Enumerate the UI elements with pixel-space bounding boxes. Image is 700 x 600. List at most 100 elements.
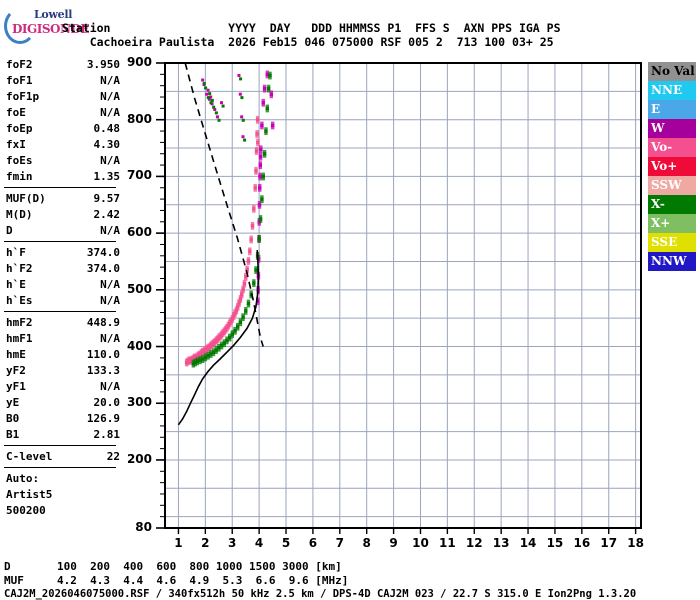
data-point	[258, 215, 263, 219]
data-point	[269, 94, 274, 99]
data-point	[265, 72, 269, 77]
data-point	[248, 247, 252, 251]
x-axis-tick-label: 16	[573, 536, 591, 550]
data-point	[252, 281, 256, 285]
data-point	[215, 115, 219, 119]
data-point	[255, 132, 259, 136]
data-point	[217, 348, 221, 352]
legend-item-x[interactable]: X+	[648, 214, 696, 233]
data-point	[255, 130, 259, 134]
param-footer-line: 500200	[6, 504, 46, 517]
data-point	[214, 111, 218, 115]
data-point	[266, 86, 271, 91]
data-point	[222, 331, 226, 336]
param-key: foF2	[6, 58, 33, 71]
data-point	[230, 334, 235, 339]
param-value: 2.42	[93, 208, 121, 221]
legend-item-ssw[interactable]: SSW	[648, 176, 696, 195]
data-point	[268, 73, 272, 78]
data-point	[227, 333, 232, 338]
param-divider	[4, 241, 116, 242]
data-point	[236, 305, 240, 309]
logo-lowell-text: Lowell	[34, 8, 73, 21]
data-point	[193, 363, 197, 367]
legend-item-nnw[interactable]: NNW	[648, 252, 696, 271]
data-point	[206, 351, 210, 356]
data-point	[217, 118, 221, 122]
param-divider	[4, 187, 116, 188]
data-point	[256, 138, 260, 142]
legend-item-sse[interactable]: SSE	[648, 233, 696, 252]
data-point	[210, 98, 214, 102]
data-point	[218, 336, 222, 341]
data-point	[264, 131, 268, 136]
data-point	[212, 105, 216, 109]
data-point	[221, 104, 225, 108]
data-point	[227, 338, 232, 342]
legend-item-noval[interactable]: No Val	[648, 62, 696, 81]
data-point	[215, 339, 220, 344]
data-point	[257, 234, 261, 239]
data-point	[209, 352, 213, 356]
legend-item-vo[interactable]: Vo+	[648, 157, 696, 176]
data-point	[270, 121, 275, 125]
data-point	[246, 259, 251, 263]
data-point	[229, 321, 233, 326]
param-row-B1: B1 2.81	[4, 427, 124, 443]
legend-item-vo[interactable]: Vo-	[648, 138, 696, 157]
data-point	[214, 350, 218, 354]
data-point	[209, 95, 213, 99]
legend-item-w[interactable]: W	[648, 119, 696, 138]
data-point	[260, 197, 264, 201]
data-point	[242, 281, 247, 286]
data-point	[222, 343, 226, 348]
param-group-clevel: C-level 22	[4, 449, 124, 465]
data-point	[260, 125, 264, 130]
param-group-frequencies: foF2 3.950 foF1 N/A foF1p N/A foE N/A foEp 0.48 fx…	[4, 57, 124, 185]
data-point	[262, 149, 267, 154]
param-row-MD: M(D) 2.42	[4, 207, 124, 223]
data-point	[211, 348, 216, 352]
data-point	[238, 322, 243, 327]
data-point	[253, 183, 257, 188]
param-row-B0: B0 126.9	[4, 411, 124, 427]
data-point	[261, 101, 265, 105]
data-point	[257, 222, 261, 226]
param-value: N/A	[100, 332, 120, 345]
param-key: h`Es	[6, 294, 33, 307]
data-point	[261, 174, 265, 179]
param-key: hmE	[6, 348, 26, 361]
param-value: N/A	[100, 106, 120, 119]
data-point	[205, 92, 209, 96]
data-point	[225, 338, 229, 343]
y-axis-tick-label: 500	[126, 281, 152, 296]
data-point	[257, 239, 261, 243]
param-row-yE: yE 20.0	[4, 395, 124, 411]
data-point	[209, 101, 213, 105]
data-point	[242, 279, 247, 284]
data-point	[242, 284, 247, 288]
data-point	[252, 279, 256, 283]
legend-item-e[interactable]: E	[648, 100, 696, 119]
param-value: 22	[106, 450, 120, 463]
data-point	[265, 108, 269, 113]
data-point	[226, 326, 230, 330]
param-value: 9.57	[93, 192, 121, 205]
data-point	[255, 134, 259, 138]
legend-item-nne[interactable]: NNE	[648, 81, 696, 100]
legend-item-x[interactable]: X-	[648, 195, 696, 214]
param-row-yF2: yF2 133.3	[4, 363, 124, 379]
data-point	[258, 219, 263, 223]
data-point	[266, 89, 271, 93]
param-row-foF1p: foF1p N/A	[4, 89, 124, 105]
data-point	[244, 272, 248, 277]
data-point	[252, 204, 256, 209]
x-axis-tick-label: 8	[362, 536, 371, 550]
data-point	[258, 186, 262, 190]
arc-icon	[4, 8, 36, 44]
data-point	[268, 71, 272, 76]
param-row-yF1: yF1 N/A	[4, 379, 124, 395]
data-point	[256, 142, 260, 147]
data-point	[249, 294, 253, 299]
